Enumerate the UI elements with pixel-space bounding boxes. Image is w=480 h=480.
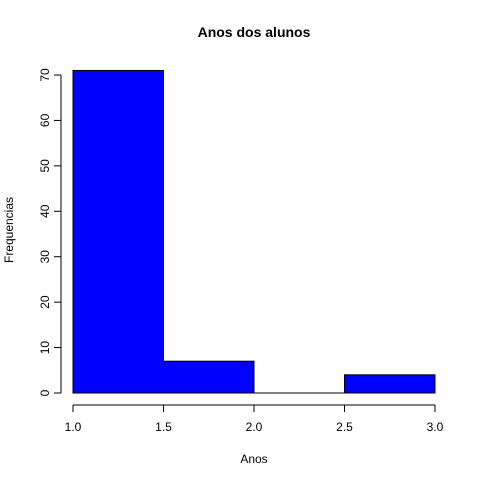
y-tick-label: 20 [38, 295, 52, 309]
y-tick-label: 10 [38, 341, 52, 355]
histogram-bar [72, 69, 164, 394]
y-tick-label: 50 [38, 159, 52, 173]
chart-title: Anos dos alunos [198, 24, 311, 40]
y-axis-label: Frequencias [2, 197, 16, 263]
x-tick-label: 3.0 [427, 420, 444, 434]
x-tick-label: 2.5 [336, 420, 353, 434]
x-tick-label: 2.0 [246, 420, 263, 434]
bars-group [72, 69, 436, 394]
x-tick-label: 1.5 [155, 420, 172, 434]
y-tick-label: 0 [38, 389, 52, 396]
y-tick-label: 30 [38, 250, 52, 264]
x-axis-label: Anos [240, 452, 267, 466]
y-axis: 0 10 20 30 40 50 60 70 [38, 68, 62, 396]
y-tick-label: 60 [38, 113, 52, 127]
x-tick-label: 1.0 [65, 420, 82, 434]
y-tick-label: 40 [38, 204, 52, 218]
histogram-bar [344, 374, 436, 394]
y-tick-label: 70 [38, 68, 52, 82]
histogram-bar [163, 360, 255, 394]
x-axis: 1.0 1.5 2.0 2.5 3.0 [65, 404, 444, 434]
